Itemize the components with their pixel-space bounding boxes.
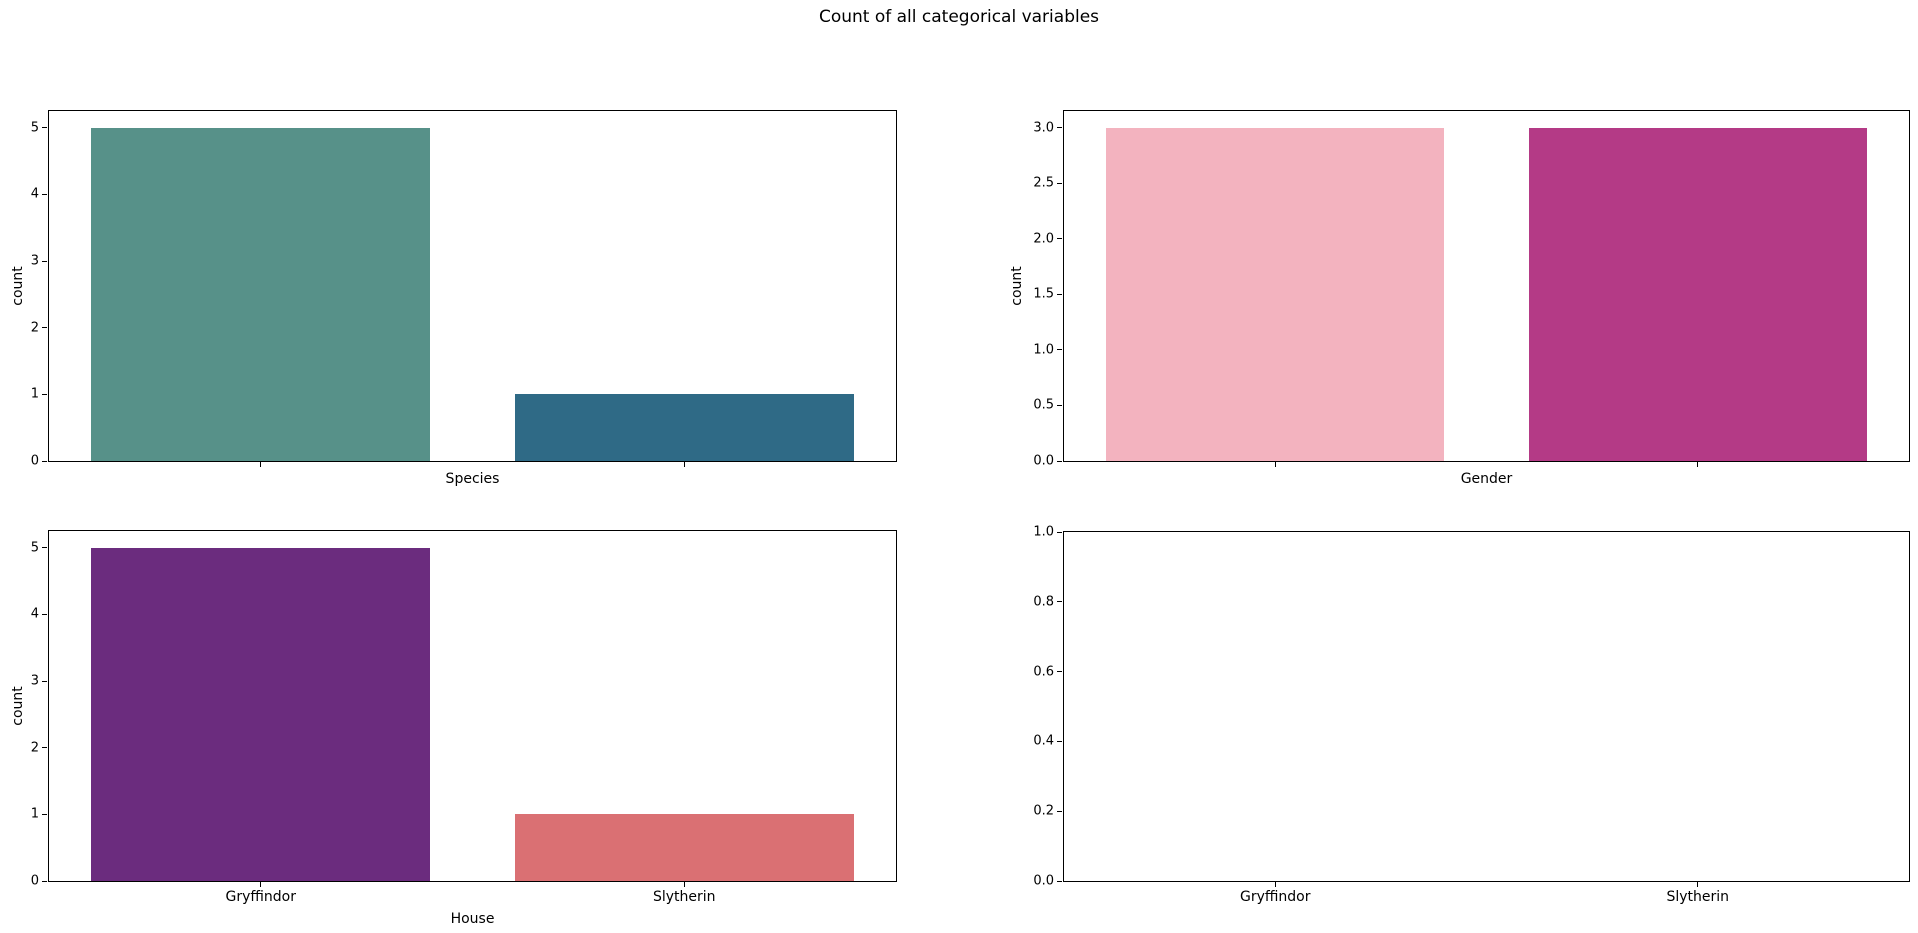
y-tick-label: 0 [30,453,39,469]
y-tick-label: 0.0 [1033,453,1054,469]
y-axis-label-house: count [10,686,26,726]
y-tick-label: 3 [30,253,39,269]
subplot-gender: 0.0 0.5 1.0 1.5 2.0 2.5 3.0 Gender count [1009,110,1910,486]
y-tick-mark [1057,671,1062,673]
y-tick-label: 0.4 [1033,733,1054,749]
y-tick-mark [1057,532,1062,533]
x-tick-mark [683,882,685,887]
x-tick-label-Slytherin: Slytherin [1666,889,1730,905]
x-tick-mark [683,462,685,467]
subplot-empty: 0.0 0.2 0.4 0.6 0.8 1.0 Gryffindor Slytherin [1033,526,1910,904]
y-tick-label: 1 [30,806,39,822]
y-tick-mark [1057,293,1062,295]
x-tick-mark [1697,882,1699,887]
y-tick-mark [1057,810,1062,812]
y-tick-mark [1057,880,1062,882]
y-tick-label: 4 [30,606,39,622]
y-tick-mark [1057,127,1062,129]
y-tick-mark [42,680,47,682]
x-tick-mark [1697,462,1699,467]
y-tick-mark [42,460,47,462]
bar-gender-1 [1528,127,1867,461]
y-tick-label: 0.6 [1033,664,1054,680]
y-tick-label: 5 [30,120,39,136]
y-tick-mark [42,327,47,329]
y-tick-label: 1.0 [1033,524,1054,540]
bar-Slytherin [514,814,854,881]
y-tick-mark [1057,601,1062,603]
y-tick-mark [42,813,47,815]
y-tick-mark [1057,460,1062,462]
y-tick-label: 0.0 [1033,873,1054,889]
y-tick-label: 1.5 [1033,286,1054,302]
y-tick-label: 0.2 [1033,803,1054,819]
y-tick-label: 2 [30,320,39,336]
y-tick-mark [42,613,47,615]
y-tick-mark [42,880,47,882]
y-tick-mark [42,127,47,129]
bar-gender-0 [1106,127,1445,461]
y-tick-mark [1057,740,1062,742]
x-tick-mark [1274,462,1276,467]
subplot-house: 0 1 2 3 4 5 Gryffindor Slytherin House count [10,530,897,926]
x-tick-label-Gryffindor: Gryffindor [1239,889,1311,905]
figure-title: Count of all categorical variables [818,7,1100,27]
subplot-species: 0 1 2 3 4 5 Species count [10,110,897,486]
x-axis-label-species: Species [445,471,500,487]
y-tick-label: 1.0 [1033,342,1054,358]
x-axis-label-gender: Gender [1460,471,1513,487]
y-axis-label-species: count [10,266,26,306]
x-tick-label-Gryffindor: Gryffindor [225,889,297,905]
y-tick-label: 0 [30,873,39,889]
y-tick-label: 2.0 [1033,231,1054,247]
y-tick-label: 5 [30,540,39,556]
y-tick-label: 1 [30,386,39,402]
x-tick-mark [260,882,262,887]
y-tick-label: 2.5 [1033,175,1054,191]
y-tick-mark [42,393,47,395]
y-tick-mark [42,260,47,262]
y-tick-label: 0.5 [1033,397,1054,413]
x-tick-mark [260,462,262,467]
y-tick-mark [1057,404,1062,406]
y-tick-mark [1057,238,1062,240]
y-tick-label: 3.0 [1033,120,1054,136]
y-tick-mark [42,193,47,195]
y-tick-mark [1057,182,1062,184]
bar-Gryffindor [91,547,431,881]
y-tick-label: 2 [30,740,39,756]
y-tick-label: 3 [30,673,39,689]
y-tick-mark [1057,349,1062,351]
x-axis-label-house: House [450,911,495,927]
x-tick-label-Slytherin: Slytherin [652,889,716,905]
y-tick-label: 0.8 [1033,594,1054,610]
y-axis-label-gender: count [1009,266,1025,306]
bar-species-0 [91,127,431,461]
y-tick-mark [42,547,47,549]
y-tick-mark [42,747,47,749]
y-tick-label: 4 [30,186,39,202]
x-tick-mark [1274,882,1276,887]
bar-species-1 [514,394,854,461]
